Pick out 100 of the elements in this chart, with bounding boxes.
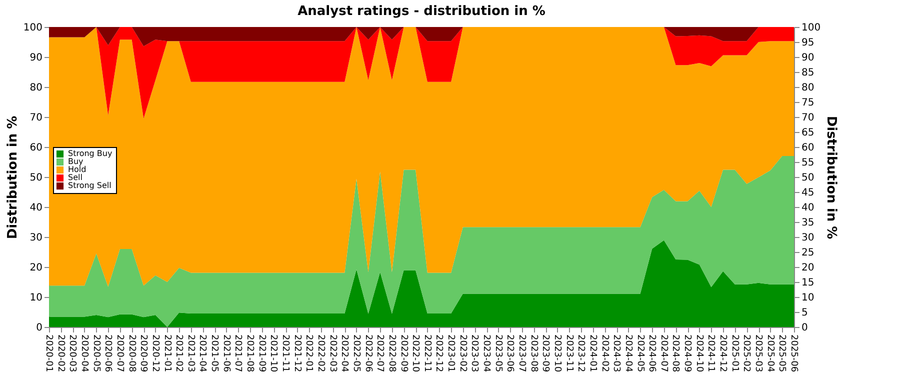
x-tick-label: 2020-02	[55, 334, 66, 372]
x-tick-label: 2023-01	[446, 334, 456, 372]
x-tick-label: 2020-09	[138, 334, 148, 372]
x-tick-label: 2023-06	[504, 334, 515, 372]
y-tick-label: 70	[30, 112, 42, 124]
y-tick-label: 20	[30, 262, 42, 274]
x-tick-label: 2024-09	[682, 334, 692, 372]
y2-tick-label: 20	[802, 262, 814, 274]
x-tick-label: 2020-03	[67, 334, 78, 372]
x-tick-label: 2020-01	[44, 334, 54, 372]
chart-title: Analyst ratings - distribution in %	[298, 4, 546, 19]
x-tick-label: 2021-01	[162, 334, 172, 372]
x-tick-label: 2022-11	[422, 334, 432, 372]
x-tick-label: 2023-12	[576, 334, 586, 372]
x-tick-label: 2024-05	[634, 334, 645, 372]
y2-tick-label: 75	[802, 98, 814, 108]
legend-label: Strong Buy	[68, 149, 112, 158]
x-tick-label: 2023-08	[528, 334, 538, 372]
y2-tick-label: 0	[802, 322, 808, 334]
x-tick-label: 2023-11	[564, 334, 574, 372]
x-tick-label: 2022-06	[362, 334, 373, 372]
x-tick-label: 2025-03	[753, 334, 764, 372]
x-tick-label: 2020-06	[102, 334, 113, 372]
x-tick-label: 2023-05	[492, 334, 503, 372]
x-tick-label: 2023-03	[469, 334, 480, 372]
x-tick-label: 2021-10	[268, 334, 278, 372]
x-tick-label: 2020-07	[114, 334, 124, 372]
x-tick-label: 2022-04	[339, 334, 350, 372]
x-tick-label: 2022-08	[386, 334, 396, 372]
y2-tick-label: 90	[802, 52, 814, 64]
x-tick-label: 2021-12	[292, 334, 302, 372]
x-tick-label: 2023-07	[516, 334, 527, 372]
y-tick-label: 60	[30, 142, 42, 154]
y2-tick-label: 30	[802, 232, 814, 244]
x-tick-label: 2021-04	[197, 334, 208, 372]
x-tick-label: 2024-02	[599, 334, 610, 372]
x-tick-label: 2025-05	[776, 334, 787, 372]
y-tick-label: 100	[23, 22, 42, 34]
x-tick-label: 2024-10	[694, 334, 704, 372]
y-tick-label: 0	[36, 322, 42, 334]
legend-label: Sell	[68, 173, 82, 182]
x-tick-label: 2020-08	[126, 334, 136, 372]
x-tick-label: 2022-09	[398, 334, 408, 372]
y2-tick-label: 70	[802, 112, 814, 124]
x-tick-label: 2024-11	[706, 334, 716, 372]
x-tick-label: 2024-03	[611, 334, 622, 372]
y2-tick-label: 45	[802, 188, 814, 198]
y2-tick-label: 80	[802, 82, 814, 94]
x-tick-label: 2022-10	[410, 334, 420, 372]
x-tick-label: 2021-09	[256, 334, 266, 372]
y2-tick-label: 60	[802, 142, 814, 154]
x-tick-label: 2025-02	[741, 334, 752, 372]
y2-axis-title: Distribution in %	[824, 116, 839, 240]
x-tick-label: 2021-06	[220, 334, 231, 372]
y2-tick-label: 25	[802, 248, 814, 258]
legend-label: Buy	[68, 157, 84, 166]
x-tick-label: 2021-07	[232, 334, 243, 372]
x-tick-label: 2022-02	[315, 334, 326, 372]
x-tick-label: 2024-01	[587, 334, 598, 372]
y2-tick-label: 35	[802, 218, 814, 228]
x-tick-label: 2025-06	[788, 334, 798, 372]
x-tick-label: 2021-03	[185, 334, 196, 372]
x-tick-label: 2023-10	[552, 334, 562, 372]
y2-tick-label: 85	[802, 68, 814, 78]
y2-tick-label: 65	[802, 128, 814, 138]
x-tick-label: 2021-05	[209, 334, 220, 372]
x-tick-label: 2024-07	[658, 334, 668, 372]
x-tick-label: 2022-01	[304, 334, 314, 372]
x-tick-label: 2024-08	[670, 334, 680, 372]
x-tick-label: 2022-12	[434, 334, 444, 372]
y2-tick-label: 50	[802, 172, 814, 184]
y2-tick-label: 55	[802, 158, 814, 168]
x-tick-label: 2021-02	[174, 334, 184, 372]
x-tick-label: 2023-04	[481, 334, 492, 372]
x-tick-label: 2024-06	[646, 334, 657, 372]
x-tick-label: 2022-07	[374, 334, 385, 372]
y-tick-label: 40	[30, 202, 42, 214]
x-tick-label: 2020-04	[78, 334, 89, 372]
x-tick-label: 2024-04	[622, 334, 633, 372]
y-axis-title: Distribution in %	[5, 116, 20, 240]
x-tick-label: 2022-03	[327, 334, 338, 372]
y-tick-label: 30	[30, 232, 42, 244]
y2-tick-label: 95	[802, 38, 814, 48]
y2-tick-label: 100	[802, 22, 821, 34]
y2-tick-label: 15	[802, 278, 814, 288]
x-tick-label: 2025-04	[764, 334, 775, 372]
y-tick-label: 90	[30, 52, 42, 64]
y2-tick-label: 5	[802, 308, 808, 318]
x-tick-label: 2020-12	[150, 334, 160, 372]
x-tick-label: 2021-11	[280, 334, 290, 372]
x-tick-label: 2020-05	[90, 334, 101, 372]
y2-tick-label: 10	[802, 292, 814, 304]
y-tick-label: 10	[30, 292, 42, 304]
x-tick-label: 2023-09	[540, 334, 550, 372]
x-tick-label: 2022-05	[350, 334, 361, 372]
y-tick-label: 80	[30, 82, 42, 94]
x-tick-label: 2023-02	[457, 334, 468, 372]
x-tick-label: 2025-01	[729, 334, 740, 372]
x-tick-label: 2024-12	[718, 334, 728, 372]
y-tick-label: 50	[30, 172, 42, 184]
